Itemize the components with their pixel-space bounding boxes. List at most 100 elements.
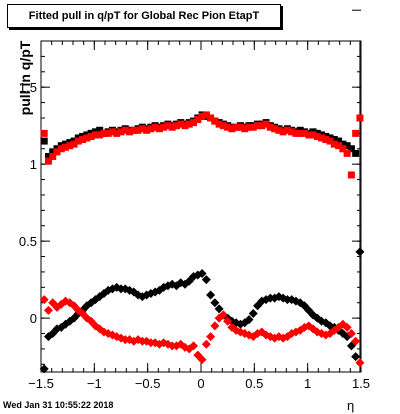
series-1-point <box>164 122 172 130</box>
series-3-point <box>39 295 49 305</box>
series-1-point <box>44 157 52 165</box>
series-2-point <box>56 322 66 332</box>
series-2-point <box>351 352 361 362</box>
series-1-point <box>194 116 202 124</box>
y-tick-label: 1 <box>30 157 37 172</box>
series-0-point <box>339 140 347 148</box>
series-3-point <box>342 322 352 332</box>
series-1-point <box>207 114 215 122</box>
series-3-point <box>206 332 216 342</box>
footer-timestamp: Wed Jan 31 10:55:22 2018 <box>3 400 114 410</box>
series-3-point <box>43 305 53 315</box>
series-1-point <box>266 123 274 131</box>
series-2-point <box>355 247 365 257</box>
series-1-point <box>172 122 180 130</box>
series-1-point <box>228 125 236 133</box>
series-0-point <box>96 126 104 134</box>
series-1-point <box>347 171 355 179</box>
series-1-point <box>211 117 219 125</box>
x-tick-label: 0 <box>197 376 204 391</box>
series-1-point <box>313 132 321 140</box>
series-1-point <box>356 114 364 122</box>
series-1-point <box>49 152 57 160</box>
series-1-point <box>117 128 125 136</box>
series-3-point <box>197 355 207 365</box>
series-1-point <box>100 129 108 137</box>
series-3-point <box>223 316 233 326</box>
y-axis-label: pull in q/pT <box>17 40 33 116</box>
series-1-point <box>219 122 227 130</box>
series-1-point <box>309 131 317 139</box>
series-1-point <box>126 128 134 136</box>
series-1-point <box>318 134 326 142</box>
series-2-point <box>206 290 216 300</box>
series-1-point <box>66 142 74 150</box>
series-1-point <box>168 123 176 131</box>
series-1-point <box>258 122 266 130</box>
series-1-point <box>245 123 253 131</box>
series-3-point <box>351 336 361 346</box>
series-1-point <box>53 148 61 156</box>
series-1-point <box>279 128 287 136</box>
series-1-point <box>292 129 300 137</box>
series-3-point <box>218 310 228 320</box>
series-1-point <box>288 128 296 136</box>
series-1-point <box>236 123 244 131</box>
x-tick-label: 1.5 <box>352 376 370 391</box>
series-1-point <box>296 129 304 137</box>
series-2-point <box>201 275 211 285</box>
series-2-point <box>39 364 49 374</box>
series-3-point <box>56 299 66 309</box>
series-1-point <box>249 123 257 131</box>
series-1-point <box>113 129 121 137</box>
series-0-point <box>40 137 48 145</box>
x-axis-label: η <box>347 398 355 413</box>
series-1-point <box>339 145 347 153</box>
x-tick-label: −1 <box>87 376 102 391</box>
series-1-point <box>121 126 129 134</box>
series-1-point <box>160 123 168 131</box>
series-1-point <box>190 119 198 127</box>
series-3-point <box>210 321 220 331</box>
series-1-point <box>343 149 351 157</box>
x-tick-label: 1 <box>304 376 311 391</box>
series-1-point <box>87 132 95 140</box>
series-1-point <box>326 137 334 145</box>
axes: −1.5 −1 −0.5 0 0.5 1 1.5 0 0.5 1 1.5 <box>19 9 370 391</box>
series-3-point <box>355 358 365 368</box>
series-1-point <box>57 145 65 153</box>
series-1-point <box>202 111 210 119</box>
series-1-point <box>262 120 270 128</box>
y-tick-label: 0 <box>30 311 37 326</box>
series-1-point <box>330 140 338 148</box>
series-1-point <box>104 129 112 137</box>
x-tick-label: −1.5 <box>28 376 54 391</box>
series-1-point <box>271 125 279 133</box>
x-tick-label: 0.5 <box>245 376 263 391</box>
series-1-point <box>130 126 138 134</box>
y-tick-label: 0.5 <box>19 234 37 249</box>
series-1-point <box>181 122 189 130</box>
series-1-point <box>335 142 343 150</box>
series-1-point <box>143 126 151 134</box>
series-2-point <box>214 304 224 314</box>
series-0-point <box>49 148 57 156</box>
series-1-point <box>241 125 249 133</box>
series-1-point <box>185 120 193 128</box>
series-1-point <box>40 129 48 137</box>
series-0-point <box>352 149 360 157</box>
data-marks <box>39 41 365 374</box>
series-2-point <box>248 308 258 318</box>
chart-title: Fitted pull in q/pT for Global Rec Pion … <box>7 4 281 28</box>
series-2-point <box>197 268 207 278</box>
series-0-point <box>347 145 355 153</box>
series-1-point <box>83 134 91 142</box>
series-2-point <box>210 298 220 308</box>
series-0-point <box>44 152 52 160</box>
series-1-point <box>322 136 330 144</box>
series-3-point <box>189 341 199 351</box>
series-1-point <box>305 131 313 139</box>
series-0-point <box>335 137 343 145</box>
series-1-point <box>79 136 87 144</box>
series-1-point <box>134 126 142 134</box>
